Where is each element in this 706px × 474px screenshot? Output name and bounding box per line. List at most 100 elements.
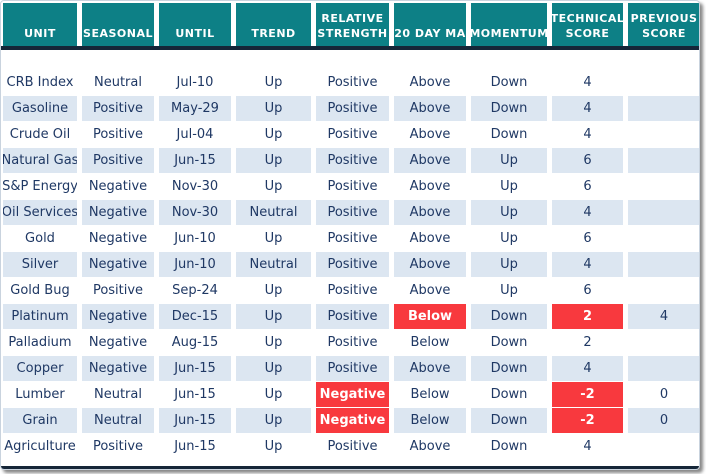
cell-momentum: Up xyxy=(471,148,547,173)
cell-until: Sep-24 xyxy=(172,283,218,298)
cell-seasonal: Positive xyxy=(92,127,144,142)
column-header-momentum: MOMENTUM xyxy=(469,3,548,46)
column-header-relative-strength: RELATIVE STRENGTH xyxy=(316,3,389,46)
table-row-grain: Grain Neutral Jun-15 Up Negative Below Down -2 0 xyxy=(1,408,699,433)
cell-unit: Silver xyxy=(3,252,77,277)
table-body: CRB Index Neutral Jul-10 Up Positive Above Dow… xyxy=(1,70,699,459)
cell-technical-score: 4 xyxy=(552,252,623,277)
header-spacer xyxy=(1,50,699,70)
cell-until: Jun-15 xyxy=(159,408,231,433)
table-row-gold: Gold Negative Jun-10 Up Positive Above Up 6 xyxy=(1,226,699,251)
cell-momentum: Down xyxy=(490,127,528,142)
cell-unit: Gold Bug xyxy=(10,283,70,298)
column-header-unit: UNIT xyxy=(3,3,77,46)
cell-momentum: Down xyxy=(471,356,547,381)
cell-20-day-ma: Above xyxy=(409,439,451,454)
table-row-crude-oil: Crude Oil Positive Jul-04 Up Positive Above Do… xyxy=(1,122,699,147)
cell-trend: Up xyxy=(236,304,311,329)
cell-unit: Copper xyxy=(3,356,77,381)
cell-20-day-ma: Above xyxy=(409,127,451,142)
table-row-oil-services: Oil Services Negative Nov-30 Neutral Positiv… xyxy=(1,200,699,225)
cell-previous-score xyxy=(628,122,699,147)
cell-20-day-ma: Above xyxy=(394,252,466,277)
cell-momentum: Down xyxy=(471,304,547,329)
cell-momentum: Up xyxy=(500,179,518,194)
cell-20-day-ma: Below xyxy=(394,408,466,433)
cell-technical-score: 4 xyxy=(583,75,592,90)
cell-until: Jun-10 xyxy=(159,252,231,277)
cell-trend: Up xyxy=(264,283,283,298)
cell-previous-score: 0 xyxy=(628,408,699,433)
cell-technical-score: 2 xyxy=(552,304,623,329)
cell-until: Nov-30 xyxy=(171,179,219,194)
cell-until: Jun-15 xyxy=(174,439,216,454)
cell-seasonal: Negative xyxy=(82,252,154,277)
cell-trend: Up xyxy=(264,179,283,194)
column-header-previous-score: PREVIOUS SCORE xyxy=(628,3,699,46)
cell-relative-strength: Positive xyxy=(316,356,389,381)
cell-trend: Up xyxy=(264,231,283,246)
cell-technical-score: 6 xyxy=(583,231,592,246)
table-row-gasoline: Gasoline Positive May-29 Up Positive Above Dow… xyxy=(1,96,699,121)
cell-until: Jun-10 xyxy=(174,231,216,246)
cell-seasonal: Positive xyxy=(92,439,144,454)
cell-momentum: Down xyxy=(490,387,528,402)
cell-seasonal: Neutral xyxy=(94,387,142,402)
cell-until: May-29 xyxy=(159,96,231,121)
cell-previous-score xyxy=(628,70,699,95)
cell-momentum: Down xyxy=(490,439,528,454)
cell-until: Jun-15 xyxy=(159,356,231,381)
bottom-rule xyxy=(1,466,699,469)
cell-technical-score: -2 xyxy=(552,408,623,433)
cell-unit: Crude Oil xyxy=(9,127,71,142)
table-row-platinum: Platinum Negative Dec-15 Up Positive Below Dow… xyxy=(1,304,699,329)
cell-previous-score xyxy=(628,278,699,303)
cell-unit: Grain xyxy=(3,408,77,433)
table-row-silver: Silver Negative Jun-10 Neutral Positive Above… xyxy=(1,252,699,277)
cell-seasonal: Positive xyxy=(92,283,144,298)
cell-20-day-ma: Above xyxy=(409,231,451,246)
column-header-20-day-ma: 20 DAY MA xyxy=(394,3,466,46)
cell-unit: Natural Gas xyxy=(3,148,77,173)
cell-trend: Up xyxy=(236,356,311,381)
cell-seasonal: Positive xyxy=(82,148,154,173)
cell-trend: Up xyxy=(236,148,311,173)
cell-previous-score xyxy=(628,148,699,173)
cell-previous-score xyxy=(628,330,699,355)
cell-trend: Up xyxy=(236,408,311,433)
cell-relative-strength: Positive xyxy=(327,231,378,246)
cell-trend: Up xyxy=(264,127,283,142)
table-row-palladium: Palladium Negative Aug-15 Up Positive Below Do… xyxy=(1,330,699,355)
cell-20-day-ma: Below xyxy=(410,335,450,350)
cell-until: Aug-15 xyxy=(171,335,219,350)
cell-20-day-ma: Below xyxy=(394,304,466,329)
cell-until: Jul-10 xyxy=(176,75,214,90)
cell-unit: Gold xyxy=(25,231,55,246)
cell-relative-strength: Negative xyxy=(316,408,389,433)
cell-until: Jul-04 xyxy=(176,127,214,142)
table-row-copper: Copper Negative Jun-15 Up Positive Above Down 4 xyxy=(1,356,699,381)
cell-seasonal: Neutral xyxy=(94,75,142,90)
cell-technical-score: 4 xyxy=(552,96,623,121)
cell-20-day-ma: Above xyxy=(409,283,451,298)
cell-relative-strength: Positive xyxy=(327,75,378,90)
cell-previous-score xyxy=(628,356,699,381)
cell-until: Dec-15 xyxy=(159,304,231,329)
cell-momentum: Down xyxy=(471,96,547,121)
cell-relative-strength: Positive xyxy=(316,96,389,121)
cell-unit: Agriculture xyxy=(4,439,76,454)
cell-relative-strength: Positive xyxy=(327,335,378,350)
cell-technical-score: 2 xyxy=(583,335,592,350)
cell-trend: Up xyxy=(264,75,283,90)
cell-until: Jun-15 xyxy=(174,387,216,402)
cell-relative-strength: Positive xyxy=(316,304,389,329)
cell-previous-score xyxy=(628,434,699,459)
cell-trend: Neutral xyxy=(236,252,311,277)
cell-relative-strength: Positive xyxy=(327,283,378,298)
table-row-crb-index: CRB Index Neutral Jul-10 Up Positive Above Dow… xyxy=(1,70,699,95)
cell-until: Jun-15 xyxy=(159,148,231,173)
cell-unit: Platinum xyxy=(3,304,77,329)
cell-trend: Neutral xyxy=(236,200,311,225)
cell-relative-strength: Positive xyxy=(327,127,378,142)
